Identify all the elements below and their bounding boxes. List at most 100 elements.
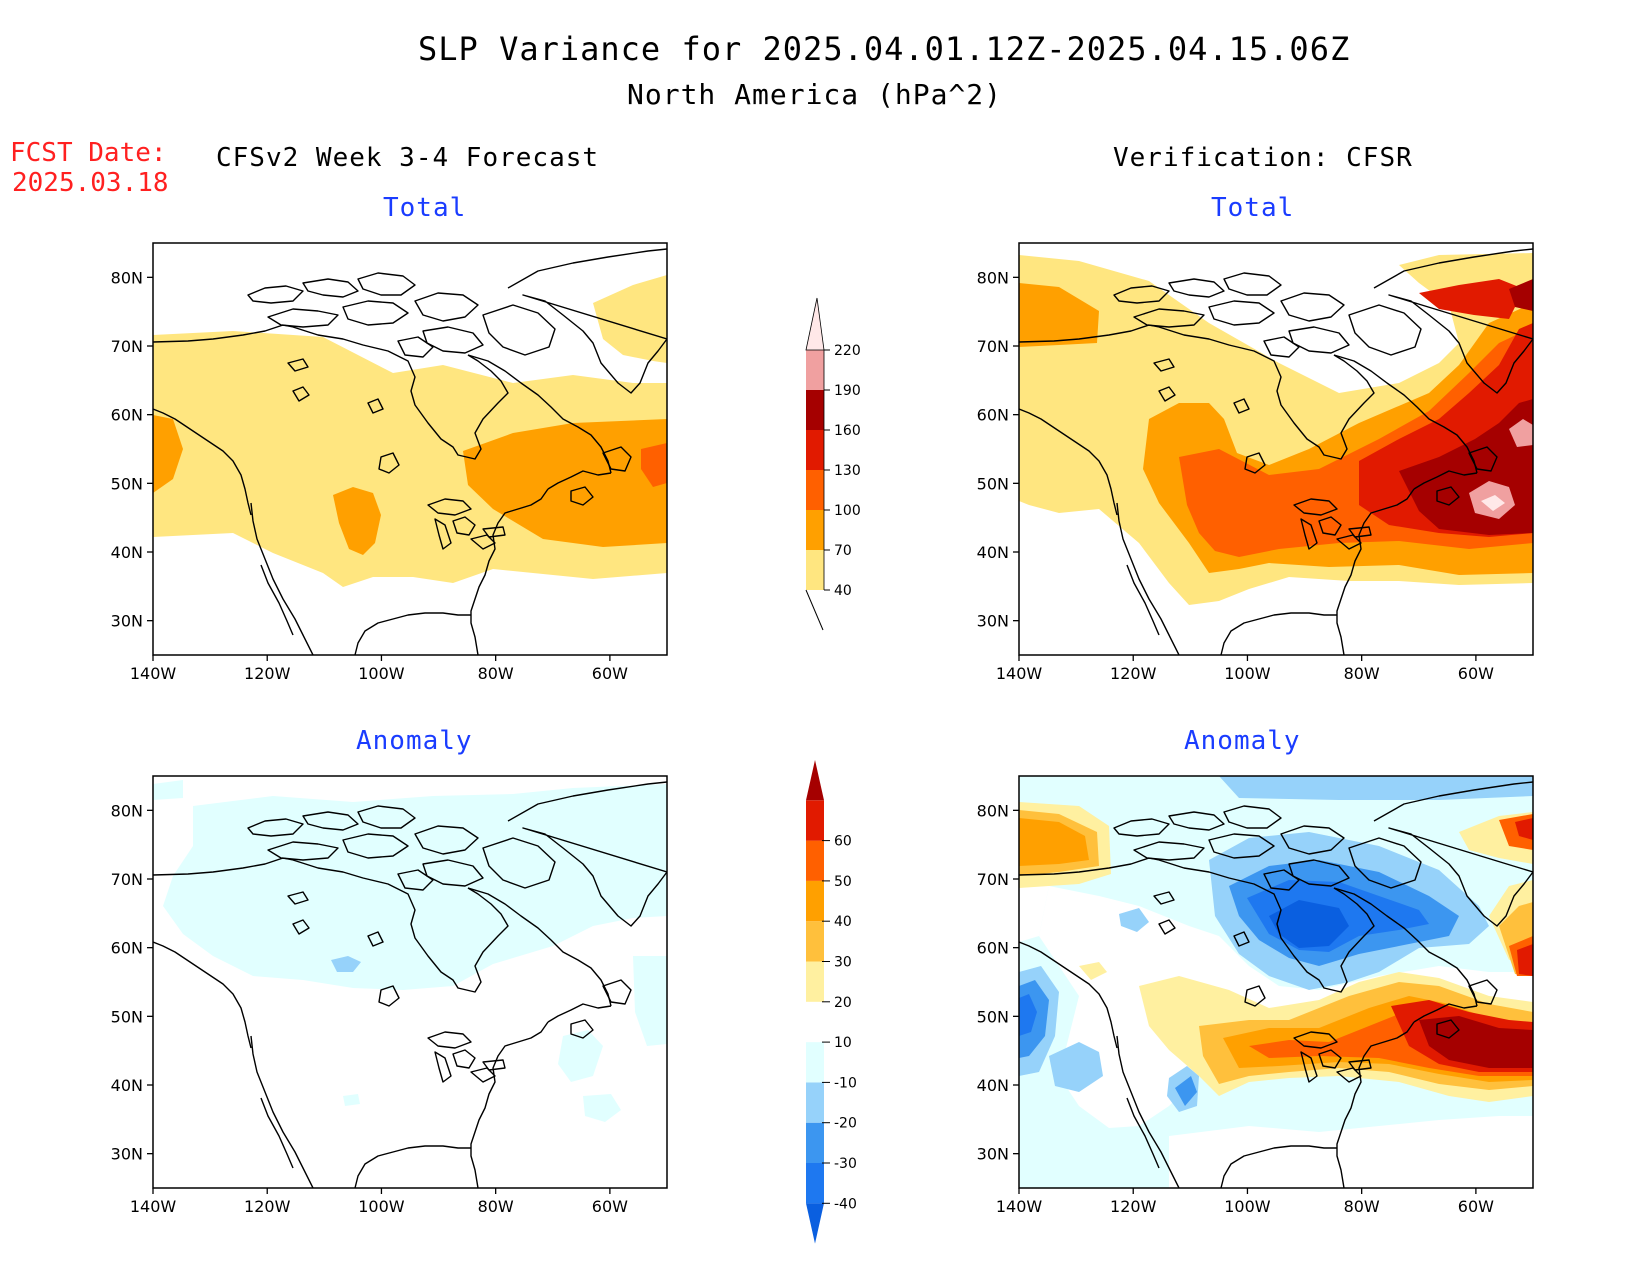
lat-tick-label: 40N (111, 1076, 143, 1095)
lon-tick-label: 60W (592, 1197, 628, 1216)
fcst-date-value: 2025.03.18 (12, 168, 169, 198)
lon-tick-label: 80W (1344, 664, 1380, 683)
lon-tick-label: 100W (1224, 1197, 1271, 1216)
colorbar-label: -30 (834, 1156, 857, 1172)
lon-tick-label: 100W (1224, 664, 1271, 683)
verification-column-title: Verification: CFSR (1113, 143, 1413, 173)
lat-tick-label: 70N (977, 870, 1009, 889)
colorbar-label: 40 (834, 583, 852, 599)
colorbar-label: 220 (834, 343, 861, 359)
lat-tick-label: 70N (111, 870, 143, 889)
lon-tick-label: 120W (1110, 1197, 1157, 1216)
lon-tick-label: 120W (1110, 664, 1157, 683)
lat-tick-label: 70N (977, 337, 1009, 356)
colorbar-swatch (806, 350, 824, 390)
colorbar-swatch (806, 1203, 824, 1244)
lon-tick-label: 100W (358, 664, 405, 683)
colorbar-label: 190 (834, 383, 861, 399)
colorbar-swatch (806, 470, 824, 510)
colorbar-swatch (806, 840, 824, 881)
lat-tick-label: 50N (111, 474, 143, 493)
colorbar-label: 20 (834, 995, 852, 1011)
colorbar-swatch (806, 1001, 824, 1043)
lon-tick-label: 140W (130, 664, 177, 683)
colorbar-label: 40 (834, 914, 852, 930)
colorbar-swatch (806, 1042, 824, 1083)
page-title: SLP Variance for 2025.04.01.12Z-2025.04.… (418, 30, 1351, 68)
lon-tick-label: 120W (244, 1197, 291, 1216)
lon-tick-label: 60W (1458, 664, 1494, 683)
verification-anomaly-frame (1018, 775, 1534, 1189)
colorbar-swatch (806, 1122, 824, 1163)
anomaly-colorbar: -40 -30 -20 -10 10 20 30 40 50 60 (806, 760, 857, 1244)
lat-tick-label: 60N (977, 939, 1009, 958)
colorbar-swatch (806, 510, 824, 550)
verification-total-frame (1018, 242, 1534, 656)
lon-tick-label: 60W (1458, 1197, 1494, 1216)
colorbar-label: -10 (834, 1075, 857, 1091)
colorbar-label: -40 (834, 1196, 857, 1212)
lon-tick-label: 80W (478, 1197, 514, 1216)
verification-anomaly-panel: 80N 70N 60N 50N 40N 30N 140W 120W 100W 80W 60W (977, 775, 1534, 1216)
lat-tick-label: 50N (977, 474, 1009, 493)
colorbar-swatch (806, 961, 824, 1002)
lat-tick-label: 30N (977, 1145, 1009, 1164)
verification-total-title: Total (1211, 193, 1295, 223)
lat-tick-label: 30N (111, 612, 143, 631)
colorbar-label: 10 (834, 1035, 852, 1051)
lat-tick-label: 50N (977, 1007, 1009, 1026)
lat-tick-label: 30N (977, 612, 1009, 631)
forecast-total-axes: 80N 70N 60N 50N 40N 30N 140W 120W 100W 80W 60W (111, 268, 628, 683)
forecast-anomaly-frame (152, 775, 668, 1189)
lat-tick-label: 80N (977, 268, 1009, 287)
colorbar-label: 160 (834, 423, 861, 439)
colorbar-swatch (806, 760, 824, 801)
verification-total-axes: 80N 70N 60N 50N 40N 30N 140W 120W 100W 80W 60W (977, 268, 1494, 683)
fcst-date-label: FCST Date: (10, 138, 167, 168)
lat-tick-label: 60N (111, 406, 143, 425)
colorbar-tail (805, 589, 824, 631)
colorbar-label: 60 (834, 834, 852, 850)
colorbar-swatch (806, 550, 824, 590)
colorbar-swatch (806, 880, 824, 922)
lon-tick-label: 120W (244, 664, 291, 683)
lon-tick-label: 60W (592, 664, 628, 683)
colorbar-swatch (805, 297, 825, 351)
total-colorbar: 40 70 100 130 160 190 220 (805, 297, 861, 631)
lat-tick-label: 80N (111, 268, 143, 287)
colorbar-swatch (806, 800, 824, 841)
colorbar-label: 30 (834, 955, 852, 971)
colorbar-swatch (806, 390, 824, 430)
verification-anomaly-axes: 80N 70N 60N 50N 40N 30N 140W 120W 100W 80W 60W (977, 801, 1494, 1216)
colorbar-label: -20 (834, 1116, 857, 1132)
lat-tick-label: 40N (977, 1076, 1009, 1095)
lon-tick-label: 140W (130, 1197, 177, 1216)
lat-tick-label: 40N (977, 543, 1009, 562)
forecast-anomaly-panel: 80N 70N 60N 50N 40N 30N 140W 120W 100W 80W 60W (111, 775, 668, 1216)
lon-tick-label: 140W (996, 664, 1043, 683)
lat-tick-label: 60N (111, 939, 143, 958)
forecast-total-title: Total (383, 193, 467, 223)
colorbar-swatch (806, 1163, 824, 1204)
forecast-column-title: CFSv2 Week 3-4 Forecast (216, 143, 600, 173)
colorbar-label: 50 (834, 874, 852, 890)
lat-tick-label: 30N (111, 1145, 143, 1164)
lat-tick-label: 80N (977, 801, 1009, 820)
colorbar-swatch (806, 430, 824, 470)
lon-tick-label: 80W (1344, 1197, 1380, 1216)
verification-anomaly-shading (1019, 776, 1533, 1188)
forecast-total-frame (152, 242, 668, 656)
verification-anomaly-title: Anomaly (1184, 726, 1301, 756)
verification-total-panel: 80N 70N 60N 50N 40N 30N 140W 120W 100W 80W 60W (977, 242, 1534, 683)
lat-tick-label: 70N (111, 337, 143, 356)
lat-tick-label: 60N (977, 406, 1009, 425)
lon-tick-label: 100W (358, 1197, 405, 1216)
colorbar-label: 70 (834, 543, 852, 559)
colorbar-swatch (806, 921, 824, 962)
lat-tick-label: 50N (111, 1007, 143, 1026)
forecast-anomaly-axes: 80N 70N 60N 50N 40N 30N 140W 120W 100W 80W 60W (111, 801, 628, 1216)
forecast-anomaly-title: Anomaly (356, 726, 473, 756)
page-subtitle: North America (hPa^2) (627, 78, 1003, 111)
lat-tick-label: 40N (111, 543, 143, 562)
